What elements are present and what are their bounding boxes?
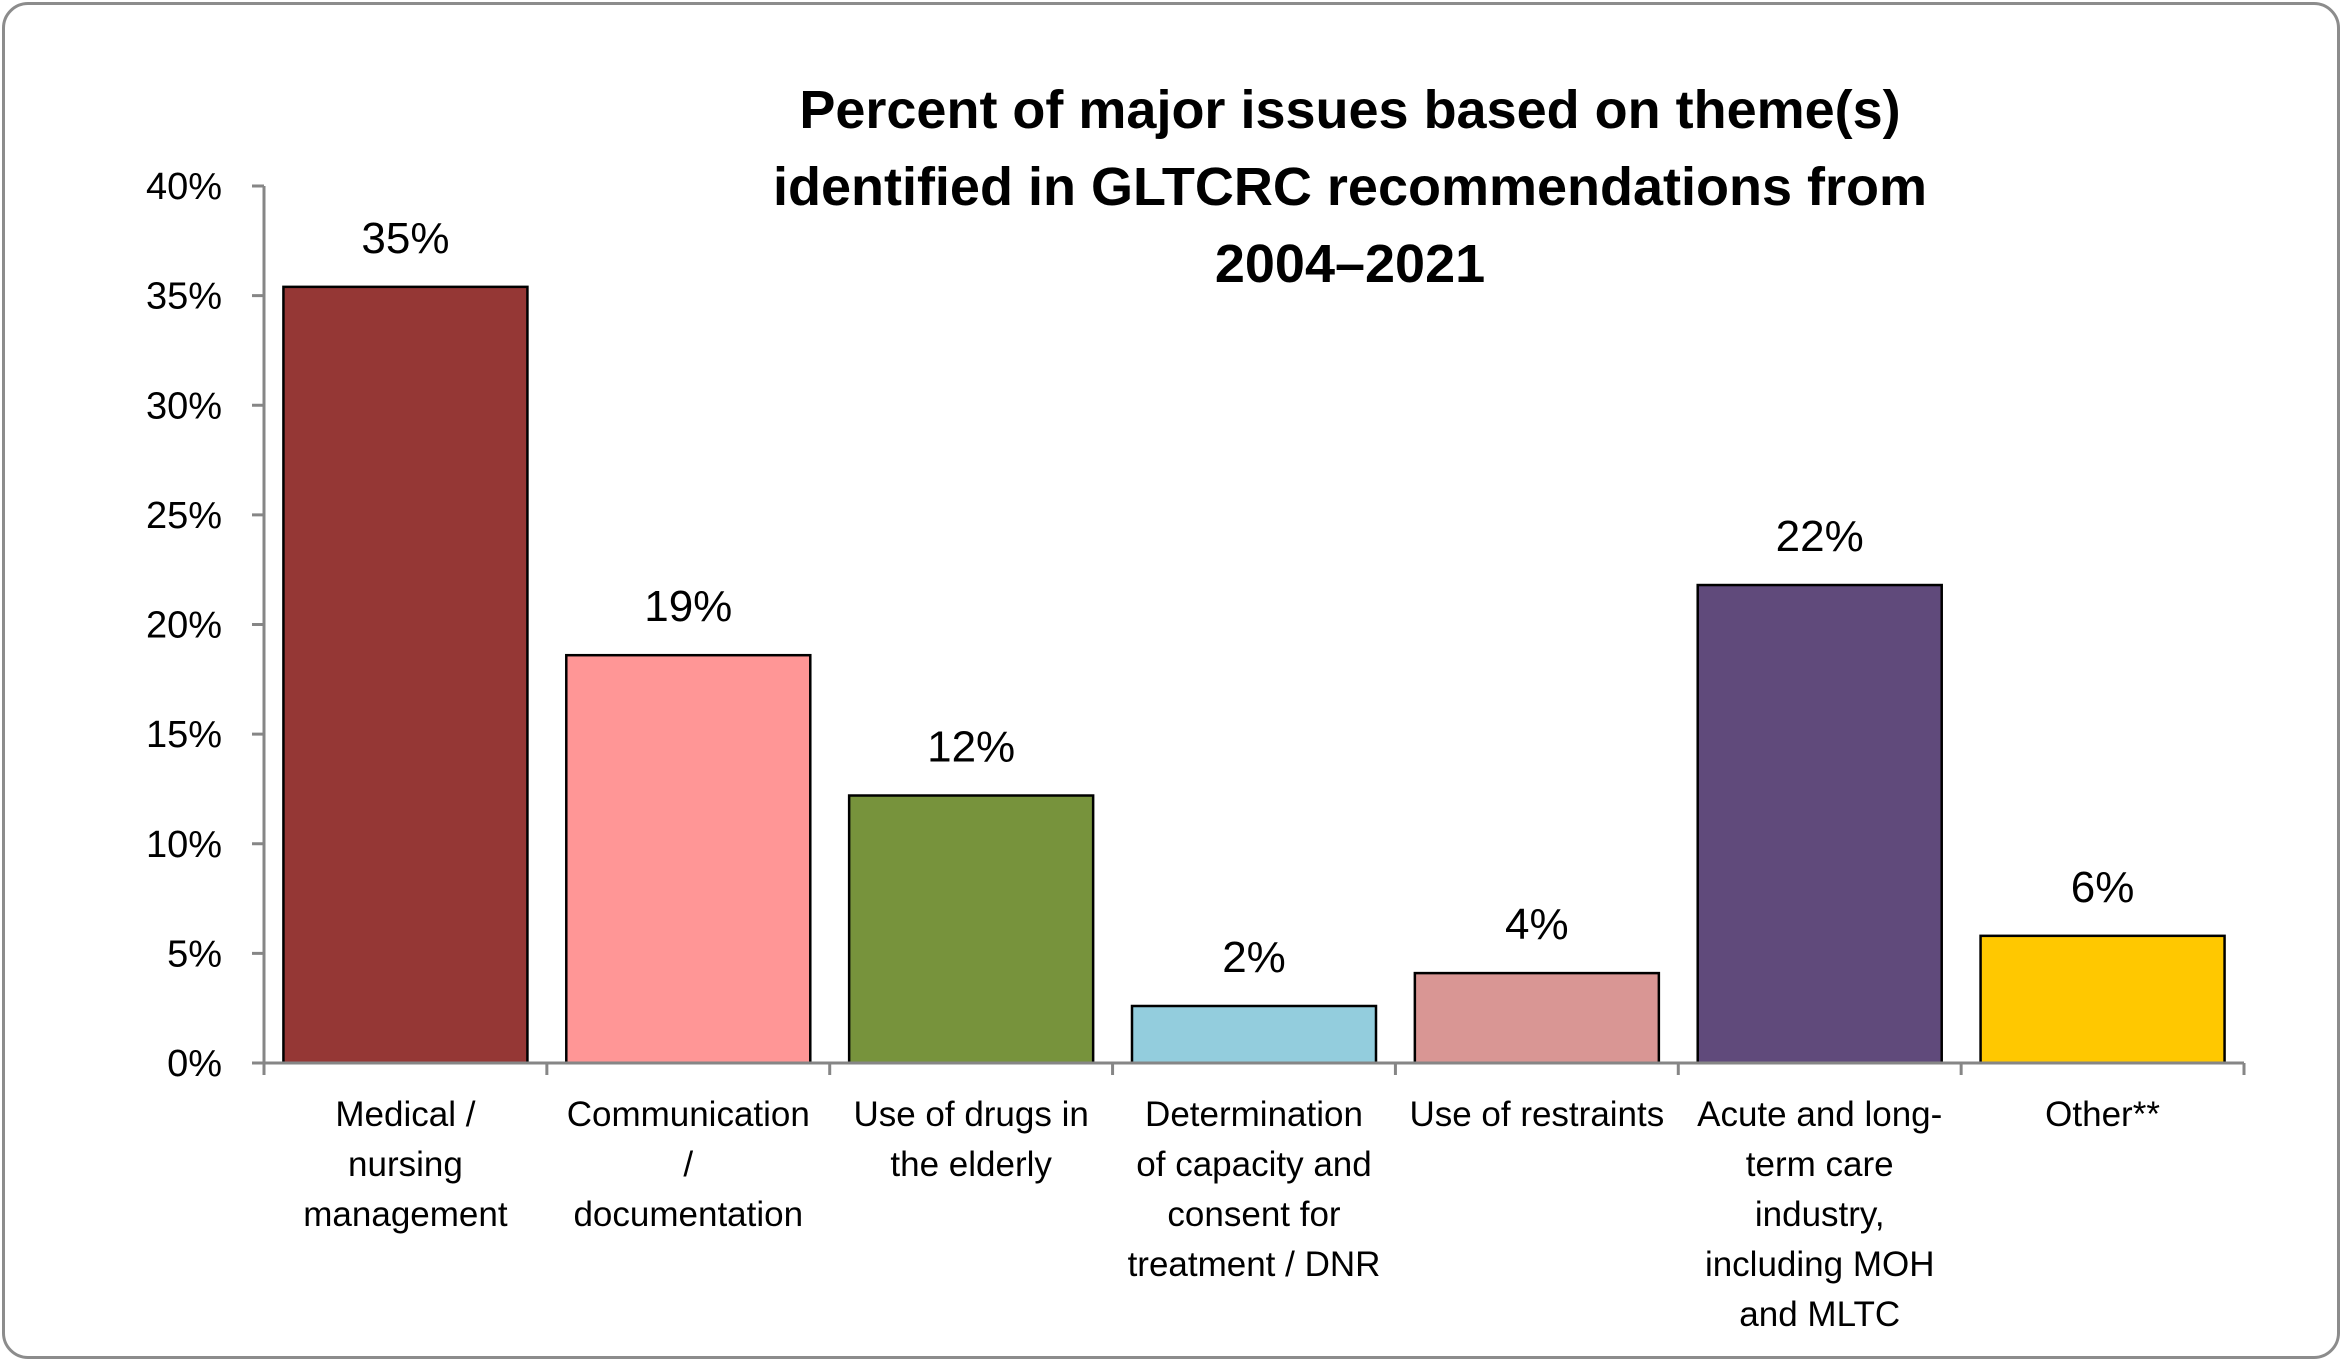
data-label: 35%	[361, 214, 449, 263]
x-tick-label: Other**	[2045, 1095, 2160, 1134]
y-tick-label: 5%	[167, 933, 222, 975]
chart-title-line: 2004–2021	[1215, 234, 1485, 294]
x-tick-label: Communication	[567, 1095, 810, 1134]
bar	[282, 285, 529, 1065]
x-tick-label: term care	[1746, 1145, 1894, 1184]
y-tick-label: 15%	[146, 714, 222, 756]
data-label: 12%	[927, 723, 1015, 772]
y-tick-label: 25%	[146, 495, 222, 537]
data-labels: 35% 19% 12% 2% 4% 22% 6%	[361, 214, 2134, 982]
x-tick-label: of capacity and	[1136, 1145, 1371, 1184]
bar	[1979, 934, 2226, 1065]
x-tick-label: the elderly	[890, 1145, 1052, 1184]
bar	[1413, 971, 1661, 1065]
x-tick-label: management	[303, 1195, 508, 1234]
bar	[847, 794, 1095, 1065]
x-tick-label: documentation	[573, 1195, 803, 1234]
x-tick-label: and MLTC	[1739, 1295, 1900, 1334]
x-tick-label: consent for	[1167, 1195, 1340, 1234]
y-tick-label: 0%	[167, 1043, 222, 1085]
x-tick-label: industry,	[1755, 1195, 1885, 1234]
chart-title-line: Percent of major issues based on theme(s…	[799, 80, 1900, 140]
x-tick-label: treatment / DNR	[1128, 1245, 1381, 1284]
x-tick-label: Use of drugs in	[853, 1095, 1088, 1134]
x-tick-label: Acute and long-	[1697, 1095, 1942, 1134]
data-label: 2%	[1222, 933, 1286, 982]
x-tick-label: nursing	[348, 1145, 463, 1184]
x-tick-label: Use of restraints	[1409, 1095, 1664, 1134]
chart-title-line: identified in GLTCRC recommendations fro…	[773, 157, 1927, 217]
data-label: 4%	[1505, 900, 1569, 949]
bar	[565, 653, 812, 1065]
bar	[1696, 583, 1943, 1065]
x-tick-label: /	[683, 1145, 693, 1184]
x-tick-label: Medical /	[335, 1095, 475, 1134]
y-tick-label: 10%	[146, 824, 222, 866]
y-tick-label: 40%	[146, 166, 222, 208]
chart-title: Percent of major issues based on theme(s…	[773, 80, 1927, 294]
y-tick-label: 30%	[146, 385, 222, 427]
x-tick-label: Determination	[1145, 1095, 1363, 1134]
y-tick-label: 20%	[146, 605, 222, 647]
y-tick-label: 35%	[146, 276, 222, 318]
data-label: 6%	[2071, 863, 2135, 912]
x-tick-label: including MOH	[1705, 1245, 1935, 1284]
data-label: 22%	[1776, 512, 1864, 561]
x-axis: Medical / nursing management Communication /…	[262, 1061, 2246, 1334]
data-label: 19%	[644, 582, 732, 631]
bar	[1130, 1004, 1378, 1065]
y-axis: 0% 5% 10% 15% 20% 25% 30% 35% 40%	[146, 166, 266, 1085]
